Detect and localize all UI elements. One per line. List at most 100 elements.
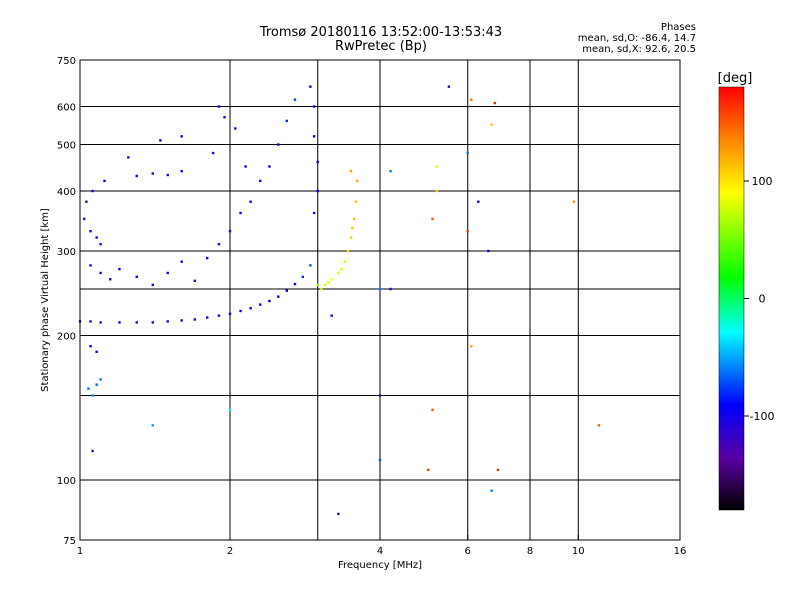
data-point xyxy=(89,320,92,323)
data-point xyxy=(277,295,280,298)
x-tick-label: 2 xyxy=(227,546,233,557)
colorbar-tick-label: 0 xyxy=(759,293,766,306)
data-point xyxy=(151,424,155,427)
data-point xyxy=(180,319,183,322)
data-point xyxy=(99,271,102,275)
y-tick-label: 600 xyxy=(57,103,76,114)
chart-title-line2: RwPretec (Bp) xyxy=(334,39,428,54)
x-tick-label: 16 xyxy=(674,546,687,557)
data-point xyxy=(343,260,347,263)
data-point xyxy=(217,105,221,108)
data-point xyxy=(389,169,392,173)
data-point xyxy=(83,217,86,221)
data-point xyxy=(351,226,354,230)
data-point xyxy=(180,135,183,138)
data-point xyxy=(316,189,319,193)
data-point xyxy=(193,279,197,283)
data-point xyxy=(217,314,221,317)
x-tick-label: 4 xyxy=(377,546,383,557)
data-point xyxy=(293,282,297,286)
data-point xyxy=(109,278,112,281)
data-point xyxy=(340,267,343,271)
data-point xyxy=(312,105,316,108)
data-point xyxy=(118,321,121,324)
data-point xyxy=(466,151,469,155)
chart-title-line1: Tromsø 20180116 13:52:00-13:53:43 xyxy=(259,25,503,40)
data-point xyxy=(85,200,88,203)
data-point xyxy=(597,424,601,427)
data-point xyxy=(431,217,434,221)
data-point xyxy=(447,85,451,88)
data-point xyxy=(87,387,90,390)
data-point xyxy=(91,449,94,453)
x-axis-ticks: 1 2 4 6 8 10 16 xyxy=(77,535,687,557)
x-tick-label: 8 xyxy=(527,546,533,557)
phases-title: Phases xyxy=(660,22,696,33)
data-point xyxy=(378,394,382,397)
data-point xyxy=(249,200,252,203)
y-tick-label: 300 xyxy=(57,247,76,258)
data-point xyxy=(312,211,316,215)
data-point xyxy=(166,320,169,323)
data-point xyxy=(205,316,209,319)
data-point xyxy=(99,378,102,381)
data-point xyxy=(180,260,183,263)
data-point xyxy=(470,345,473,348)
colorbar-ticks: 100 0 -100 xyxy=(744,175,774,423)
data-point xyxy=(496,468,500,472)
data-point xyxy=(95,350,98,353)
data-point xyxy=(166,173,169,177)
data-point xyxy=(239,211,242,215)
y-tick-label: 400 xyxy=(57,187,76,198)
data-point xyxy=(389,287,392,291)
data-point xyxy=(431,408,434,412)
data-point xyxy=(352,217,356,221)
data-point xyxy=(91,394,94,397)
data-point xyxy=(309,85,312,88)
data-point xyxy=(91,189,94,193)
data-point xyxy=(99,321,102,324)
data-point xyxy=(151,283,155,287)
data-point xyxy=(378,458,382,462)
data-point xyxy=(349,236,353,239)
data-point xyxy=(285,119,288,123)
data-point xyxy=(135,174,138,178)
data-point xyxy=(493,101,497,105)
data-point xyxy=(487,249,490,253)
data-point xyxy=(323,283,327,287)
grid-lines xyxy=(80,60,680,540)
data-point xyxy=(337,271,340,275)
data-point xyxy=(354,200,358,203)
data-point xyxy=(316,283,319,287)
data-point xyxy=(277,143,280,146)
colorbar-tick-label: 100 xyxy=(752,175,773,188)
data-point xyxy=(95,383,98,386)
data-point xyxy=(346,249,350,253)
data-point xyxy=(151,321,155,324)
data-point xyxy=(103,179,106,183)
data-point xyxy=(95,236,98,239)
data-point xyxy=(268,299,271,303)
data-point xyxy=(89,345,92,348)
data-point xyxy=(427,468,430,472)
data-point xyxy=(490,489,493,492)
data-points xyxy=(78,85,601,516)
data-point xyxy=(301,275,305,279)
y-tick-label: 100 xyxy=(57,476,76,487)
colorbar-tick-label: -100 xyxy=(750,410,775,423)
data-point xyxy=(127,156,130,159)
phases-o-stats: mean, sd,O: -86.4, 14.7 xyxy=(577,33,696,44)
data-point xyxy=(259,303,262,306)
data-point xyxy=(89,229,92,233)
data-point xyxy=(293,98,297,101)
x-tick-label: 1 xyxy=(77,546,83,557)
data-point xyxy=(135,321,138,324)
data-point xyxy=(99,242,102,246)
data-point xyxy=(337,512,340,516)
data-point xyxy=(135,275,138,279)
data-point xyxy=(320,287,323,291)
data-point xyxy=(268,165,271,168)
y-axis-label: Stationary phase Virtual Height [km] xyxy=(40,208,51,392)
data-point xyxy=(166,271,169,275)
